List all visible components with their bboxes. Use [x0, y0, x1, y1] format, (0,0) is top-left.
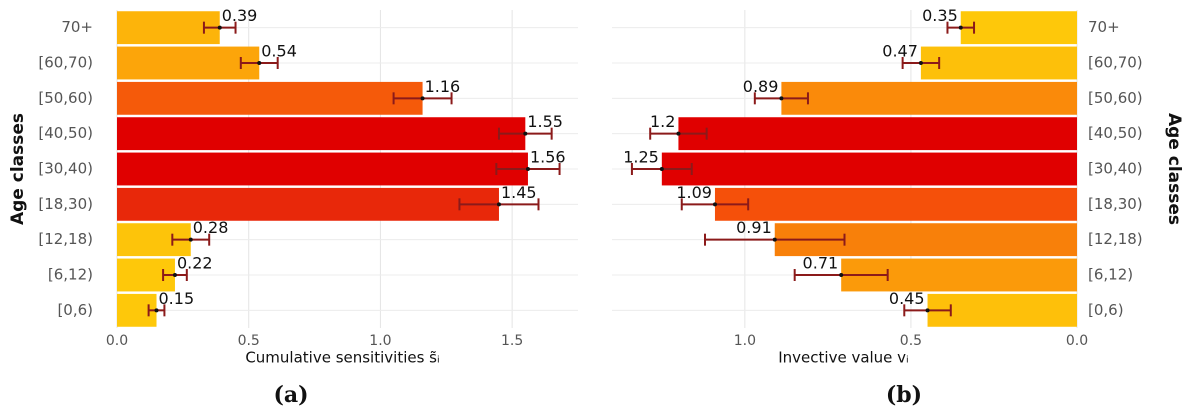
y-tick-label: 70+	[61, 18, 93, 36]
bar	[661, 152, 1077, 186]
data-label: 0.89	[743, 77, 779, 96]
y-tick-label: [18,30)	[1088, 195, 1143, 213]
x-tick-label: 0.0	[1066, 333, 1088, 349]
point	[918, 61, 923, 65]
data-label: 0.45	[889, 289, 925, 308]
y-tick-label: [50,60)	[38, 89, 93, 107]
point	[925, 308, 930, 313]
bar	[960, 11, 1077, 45]
point	[188, 237, 193, 242]
y-tick-label: [18,30)	[38, 195, 93, 213]
y-tick-label: [30,40)	[38, 160, 93, 178]
x-tick-label: 0.5	[238, 333, 260, 349]
bar	[678, 117, 1077, 151]
y-tick-label: [12,18)	[38, 230, 93, 248]
bar	[117, 11, 220, 45]
data-label: 1.16	[425, 77, 461, 96]
bar	[927, 293, 1077, 327]
data-label: 1.2	[650, 112, 675, 131]
point	[257, 61, 262, 65]
y-axis-title: Age classes	[1164, 113, 1184, 225]
point	[779, 96, 784, 101]
data-label: 1.09	[676, 183, 712, 202]
point	[712, 202, 717, 207]
data-label: 0.71	[803, 254, 839, 273]
data-label: 1.25	[623, 148, 659, 167]
bar	[117, 152, 528, 186]
data-label: 0.28	[193, 218, 229, 237]
data-label: 1.45	[501, 183, 537, 202]
x-axis-title: Invective value vᵢ	[778, 349, 909, 367]
y-tick-label: [60,70)	[1088, 54, 1143, 72]
bar	[117, 46, 260, 80]
bar	[714, 187, 1077, 221]
y-tick-label: [0,6)	[1088, 301, 1124, 319]
bar	[117, 117, 526, 151]
point	[172, 273, 177, 277]
point	[154, 308, 159, 313]
bar	[117, 81, 423, 115]
point	[217, 25, 222, 30]
point	[659, 167, 664, 171]
y-tick-label: [30,40)	[1088, 160, 1143, 178]
x-tick-label: 1.0	[369, 333, 391, 349]
data-label: 0.54	[261, 42, 297, 61]
data-label: 1.55	[527, 112, 563, 131]
bar	[920, 46, 1077, 80]
point	[958, 25, 963, 30]
y-tick-label: [12,18)	[1088, 230, 1143, 248]
data-label: 0.91	[736, 218, 772, 237]
data-label: 0.22	[177, 254, 213, 273]
data-label: 0.39	[222, 6, 258, 25]
point	[772, 237, 777, 242]
y-tick-label: [6,12)	[1088, 266, 1133, 284]
point	[523, 131, 528, 136]
y-tick-label: [60,70)	[38, 54, 93, 72]
point	[496, 202, 501, 207]
x-axis-title: Cumulative sensitivities s̃ᵢ	[245, 349, 439, 367]
x-tick-label: 1.5	[501, 333, 523, 349]
caption: (a)	[273, 382, 308, 408]
x-tick-label: 0.5	[900, 333, 922, 349]
data-label: 0.35	[922, 6, 958, 25]
point	[420, 96, 425, 101]
bar	[781, 81, 1077, 115]
y-tick-label: [50,60)	[1088, 89, 1143, 107]
y-tick-label: 70+	[1088, 18, 1120, 36]
y-axis-title: Age classes	[8, 113, 28, 225]
y-tick-label: [40,50)	[1088, 124, 1143, 142]
x-tick-label: 1.0	[734, 333, 756, 349]
x-tick-label: 0.0	[106, 333, 128, 349]
point	[839, 273, 844, 277]
data-label: 0.47	[882, 42, 918, 61]
point	[676, 131, 681, 136]
bar	[117, 187, 499, 221]
point	[525, 167, 530, 171]
y-tick-label: [40,50)	[38, 124, 93, 142]
data-label: 0.15	[159, 289, 195, 308]
y-tick-label: [6,12)	[48, 266, 93, 284]
data-label: 1.56	[530, 148, 566, 167]
caption: (b)	[886, 382, 922, 408]
y-tick-label: [0,6)	[57, 301, 93, 319]
